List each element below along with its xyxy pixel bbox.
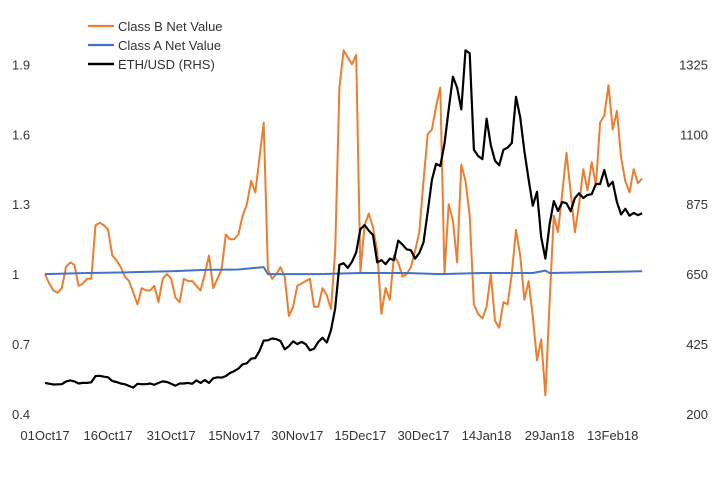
x-tick-label: 16Oct17 bbox=[84, 428, 133, 443]
x-tick-label: 13Feb18 bbox=[587, 428, 638, 443]
x-tick-label: 15Nov17 bbox=[208, 428, 260, 443]
series-line-class-b-net-value bbox=[44, 49, 643, 397]
left-tick-label: 0.4 bbox=[12, 407, 30, 422]
right-tick-label: 650 bbox=[686, 267, 708, 282]
x-tick-label: 15Dec17 bbox=[334, 428, 386, 443]
legend-label-eth-usd-rhs: ETH/USD (RHS) bbox=[118, 57, 215, 72]
right-axis-ticks: 200 425 650 875 1100 1325 bbox=[679, 57, 708, 422]
left-tick-label: 1.9 bbox=[12, 57, 30, 72]
x-tick-label: 31Oct17 bbox=[147, 428, 196, 443]
right-tick-label: 875 bbox=[686, 197, 708, 212]
left-tick-label: 1.6 bbox=[12, 127, 30, 142]
legend-label-class-b-net-value: Class B Net Value bbox=[118, 19, 223, 34]
series-line-class-a-net-value bbox=[44, 266, 643, 276]
left-tick-label: 1 bbox=[12, 267, 19, 282]
legend: Class B Net Value Class A Net Value ETH/US… bbox=[88, 19, 223, 72]
series-line-eth-usd-rhs bbox=[44, 49, 643, 389]
legend-label-class-a-net-value: Class A Net Value bbox=[118, 38, 221, 53]
x-axis-ticks: 01Oct17 16Oct17 31Oct17 15Nov17 30Nov17 15Dec… bbox=[20, 428, 638, 443]
x-tick-label: 14Jan18 bbox=[462, 428, 512, 443]
left-axis-ticks: 0.4 0.7 1 1.3 1.6 1.9 bbox=[12, 57, 30, 422]
right-tick-label: 1100 bbox=[680, 127, 708, 142]
right-tick-label: 425 bbox=[686, 337, 708, 352]
x-tick-label: 01Oct17 bbox=[20, 428, 69, 443]
x-tick-label: 30Dec17 bbox=[397, 428, 449, 443]
right-tick-label: 200 bbox=[686, 407, 708, 422]
left-tick-label: 1.3 bbox=[12, 197, 30, 212]
x-tick-label: 29Jan18 bbox=[525, 428, 575, 443]
right-tick-label: 1325 bbox=[679, 57, 708, 72]
series-layer bbox=[44, 49, 643, 397]
x-tick-label: 30Nov17 bbox=[271, 428, 323, 443]
left-tick-label: 0.7 bbox=[12, 337, 30, 352]
